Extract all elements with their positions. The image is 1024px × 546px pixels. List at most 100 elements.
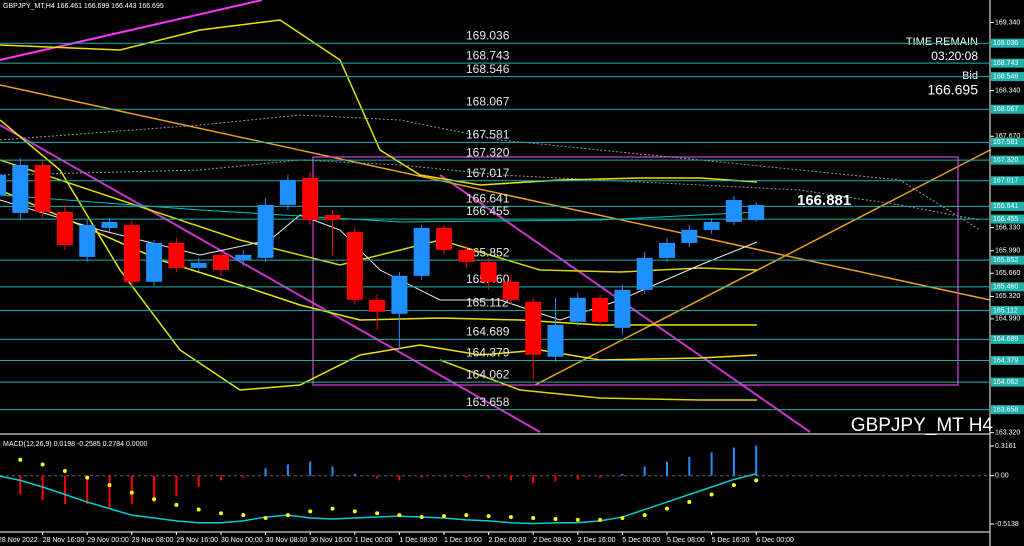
histogram-bar [398, 475, 401, 481]
signal-dot [196, 507, 201, 512]
x-tick-label: 2 Dec 16:00 [578, 537, 616, 544]
channel-line [0, 124, 541, 433]
level-axis-label: 169.036 [993, 40, 1018, 47]
band-upper [0, 19, 758, 186]
x-tick-label: 29 Nov 00:00 [87, 537, 129, 544]
candle-body [592, 297, 609, 322]
time-remain: 03:20:08 [931, 49, 978, 63]
level-axis-box [991, 72, 1024, 82]
histogram-bar [732, 447, 735, 476]
candle-body [748, 204, 765, 220]
x-tick-label: 29 Nov 16:00 [176, 537, 218, 544]
level-label: 168.067 [466, 94, 510, 108]
x-tick-label: 5 Dec 00:00 [622, 537, 660, 544]
histogram-bar [599, 475, 602, 478]
histogram-bar [130, 475, 133, 504]
signal-dot [107, 483, 112, 488]
candle-body [391, 275, 408, 314]
histogram-bar [242, 475, 245, 478]
level-label: 164.062 [466, 367, 510, 381]
level-axis-box [991, 155, 1024, 165]
histogram-bar [420, 475, 423, 478]
histogram-bar [465, 475, 468, 478]
x-tick-label: 1 Dec 08:00 [399, 537, 437, 544]
histogram-bar [175, 475, 178, 497]
macd-line [0, 473, 757, 525]
histogram-bar [286, 464, 289, 476]
cloud-line [0, 159, 981, 221]
y-tick-label: -0.5138 [995, 521, 1019, 528]
x-tick-label: 2 Dec 08:00 [533, 537, 571, 544]
level-axis-box [991, 137, 1024, 147]
x-tick-label: 1 Dec 00:00 [355, 537, 393, 544]
histogram-bar [220, 475, 222, 481]
y-tick-label: 0.00 [995, 473, 1009, 480]
candle-body [525, 301, 542, 355]
candle-body [547, 324, 564, 357]
cloud-line [0, 114, 981, 231]
level-label: 163.658 [466, 395, 510, 409]
indicators [0, 0, 991, 433]
y-tick-label: 164.990 [995, 316, 1020, 323]
channel-line [0, 0, 263, 61]
candle-body [369, 299, 386, 312]
y-tick-label: 166.330 [995, 224, 1020, 231]
candle-body [436, 227, 452, 250]
signal-dot [709, 492, 714, 497]
signal-dot [308, 509, 313, 514]
signal-dot [642, 513, 647, 518]
candle-body [569, 297, 586, 322]
signal-dot [464, 513, 469, 518]
trend-line [534, 149, 991, 386]
candle-body [614, 289, 631, 328]
candle-body [502, 281, 519, 300]
signal-dot [18, 457, 23, 462]
level-label: 167.581 [466, 128, 510, 142]
level-axis-box [991, 201, 1024, 211]
y-tick-label: 165.320 [995, 293, 1020, 300]
level-axis-label: 168.067 [993, 106, 1018, 113]
histogram-bar [197, 475, 200, 487]
y-tick-label: 167.670 [995, 133, 1020, 140]
level-axis-box [991, 176, 1024, 186]
signal-dot [553, 516, 558, 521]
level-axis-label: 167.320 [993, 157, 1018, 164]
signal-dot [129, 490, 134, 495]
signal-dot [85, 475, 90, 480]
level-axis-box [991, 306, 1024, 316]
slow-ma [0, 194, 758, 223]
histogram-bar [309, 461, 312, 476]
histogram-bar [532, 475, 535, 484]
x-tick-label: 5 Dec 08:00 [667, 537, 705, 544]
candle-body [168, 242, 185, 268]
band-outer [439, 359, 757, 401]
level-axis-label: 163.658 [993, 406, 1018, 413]
candle-body [56, 211, 73, 245]
x-tick-label: 30 Nov 00:00 [221, 537, 263, 544]
candle-body [636, 257, 653, 290]
signal-dot [330, 506, 335, 511]
histogram-bar [487, 475, 490, 479]
y-tick-label: 168.340 [995, 87, 1020, 94]
y-tick-label: 169.340 [995, 19, 1020, 26]
level-label: 166.455 [466, 204, 510, 218]
y-tick-label: 165.660 [995, 270, 1020, 277]
signal-dot [620, 515, 625, 520]
level-axis-label: 164.379 [993, 357, 1018, 364]
level-axis-label: 167.581 [993, 139, 1018, 146]
candle-body [279, 180, 296, 205]
candle-body [235, 254, 252, 260]
level-axis-label: 165.852 [993, 257, 1018, 264]
candle-body [34, 165, 51, 212]
band-lower [0, 119, 758, 391]
macd-title: MACD(12,26,9) 0.0198 -0.2585 0.2784 0.00… [3, 441, 147, 448]
y-tick-label: 163.320 [995, 430, 1020, 437]
level-axis-box [991, 58, 1024, 68]
signal-dot [731, 483, 736, 488]
histogram-bar [666, 461, 668, 476]
signal-dot [352, 509, 357, 514]
level-axis-label: 168.546 [993, 73, 1018, 80]
candle-body [257, 204, 274, 258]
x-tick-label: 28 Nov 2022 [0, 537, 38, 544]
level-axis-label: 165.460 [993, 284, 1018, 291]
